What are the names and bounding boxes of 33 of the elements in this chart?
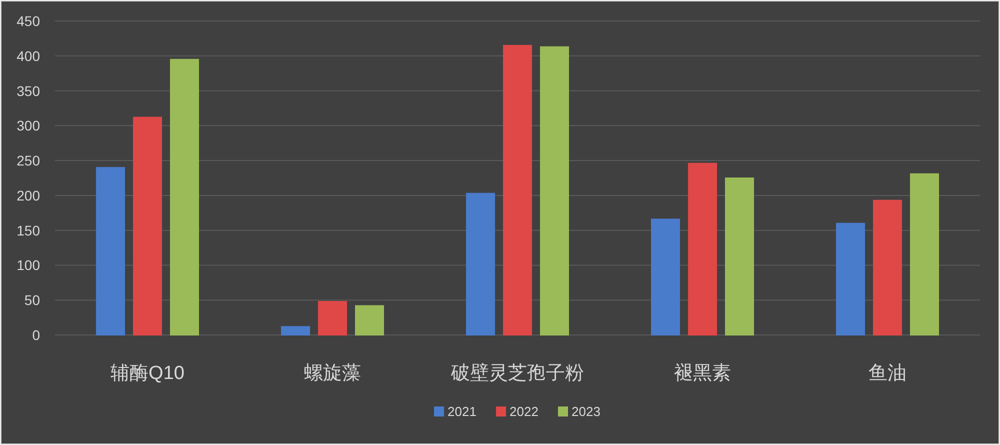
bar	[688, 162, 717, 336]
legend-label: 2023	[572, 404, 600, 419]
bar	[910, 173, 939, 336]
x-tick-label: 螺旋藻	[304, 363, 361, 384]
y-tick-label: 400	[16, 48, 40, 64]
bar	[318, 301, 347, 336]
bar	[873, 200, 902, 336]
bar	[355, 305, 384, 336]
y-tick-label: 200	[16, 187, 40, 204]
bar	[96, 167, 125, 336]
legend-label: 2021	[448, 404, 476, 419]
x-tick-label: 褪黑素	[674, 362, 731, 384]
bar	[725, 178, 754, 336]
x-tick-label: 鱼油	[868, 363, 906, 384]
x-tick-label: 辅酶Q10	[110, 363, 184, 384]
y-tick-label: 450	[16, 13, 40, 29]
bar	[170, 58, 199, 336]
x-tick-label: 破壁灵芝孢子粉	[450, 362, 584, 384]
bar	[133, 116, 162, 336]
bar	[651, 218, 680, 336]
bar	[281, 326, 310, 336]
bar	[836, 222, 865, 336]
y-tick-label: 300	[16, 118, 40, 134]
y-tick-label: 0	[32, 327, 40, 343]
y-tick-label: 150	[16, 222, 40, 238]
bar	[466, 192, 495, 336]
bar	[503, 44, 532, 336]
bar	[540, 46, 569, 336]
y-tick-label: 100	[16, 257, 40, 274]
y-tick-label: 250	[16, 152, 40, 169]
y-tick-label: 50	[24, 292, 40, 308]
y-tick-label: 350	[16, 82, 40, 99]
legend-label: 2022	[510, 404, 538, 419]
